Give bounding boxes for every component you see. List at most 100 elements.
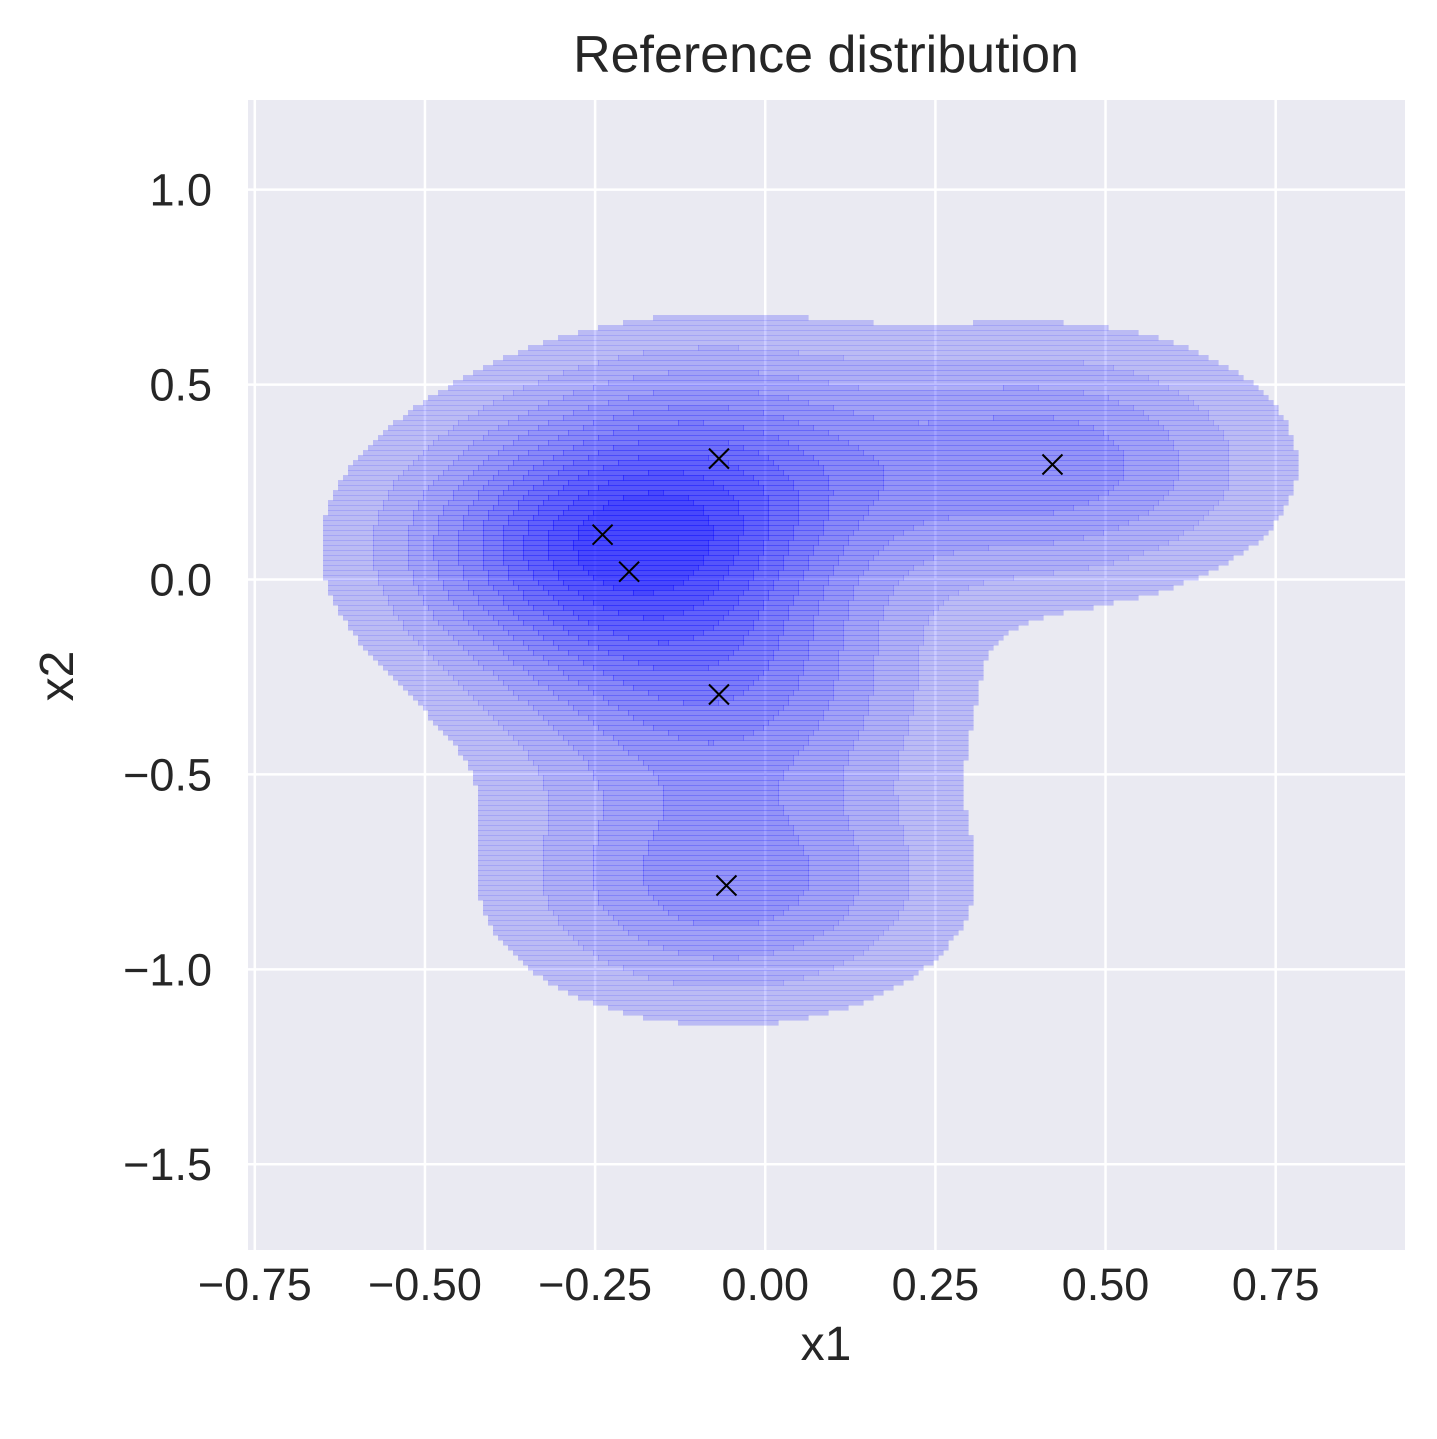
- density-cell: [498, 675, 534, 681]
- density-cell: [488, 515, 509, 521]
- density-cell: [478, 835, 544, 841]
- density-cell: [378, 660, 439, 666]
- density-cell: [548, 905, 604, 911]
- density-cell: [588, 570, 694, 576]
- density-cell: [473, 440, 514, 446]
- density-cell: [953, 550, 1144, 556]
- density-cell: [903, 740, 969, 746]
- density-cell: [488, 455, 519, 461]
- density-cell: [843, 625, 879, 631]
- density-cell: [388, 600, 424, 606]
- density-cell: [338, 605, 394, 611]
- density-cell: [793, 825, 849, 831]
- density-cell: [1123, 460, 1179, 466]
- density-cell: [858, 445, 1119, 451]
- density-cell: [378, 435, 439, 441]
- x-tick-label: 0.50: [1062, 1259, 1150, 1310]
- density-cell: [538, 380, 609, 386]
- density-cell: [848, 750, 899, 756]
- density-cell: [813, 455, 874, 461]
- density-cell: [453, 460, 484, 466]
- density-cell: [558, 695, 604, 701]
- density-cell: [483, 525, 504, 531]
- density-cell: [328, 505, 384, 511]
- density-cell: [478, 815, 549, 821]
- density-cell: [1108, 395, 1189, 401]
- density-cell: [658, 820, 789, 826]
- density-cell: [468, 505, 494, 511]
- density-cell: [493, 400, 549, 406]
- density-cell: [798, 585, 824, 591]
- density-cell: [403, 620, 439, 626]
- density-cell: [563, 485, 599, 491]
- density-cell: [843, 620, 879, 626]
- density-cell: [738, 600, 764, 606]
- density-cell: [518, 455, 554, 461]
- density-cell: [448, 385, 524, 391]
- density-cell: [1168, 430, 1224, 436]
- density-cell: [413, 580, 444, 586]
- density-cell: [448, 630, 479, 636]
- density-cell: [628, 395, 789, 401]
- density-cell: [548, 545, 574, 551]
- density-cell: [853, 835, 904, 841]
- density-cell: [878, 490, 1109, 496]
- density-cell: [523, 960, 609, 966]
- density-cell: [373, 530, 409, 536]
- density-cell: [543, 835, 599, 841]
- density-cell: [908, 880, 974, 886]
- density-cell: [553, 725, 599, 731]
- density-cell: [798, 420, 919, 426]
- density-cell: [808, 885, 859, 891]
- density-cell: [438, 515, 464, 521]
- density-cell: [903, 905, 969, 911]
- density-cell: [358, 640, 419, 646]
- density-cell: [798, 490, 834, 496]
- density-cell: [693, 570, 729, 576]
- density-cell: [1228, 440, 1294, 446]
- density-cell: [393, 605, 429, 611]
- density-cell: [398, 680, 459, 686]
- density-cell: [828, 705, 869, 711]
- density-cell: [578, 995, 874, 1001]
- density-cell: [778, 645, 809, 651]
- density-cell: [483, 605, 509, 611]
- density-cell: [898, 910, 969, 916]
- density-cell: [763, 540, 789, 546]
- density-cell: [478, 410, 529, 416]
- density-cell: [1178, 455, 1229, 461]
- density-cell: [843, 765, 899, 771]
- density-cell: [598, 450, 759, 456]
- density-cell: [848, 610, 884, 616]
- density-cell: [493, 615, 519, 621]
- density-cell: [418, 640, 459, 646]
- density-cell: [833, 565, 869, 571]
- density-cell: [868, 700, 914, 706]
- density-cell: [408, 540, 434, 546]
- density-cell: [738, 955, 854, 961]
- density-cell: [1053, 570, 1209, 576]
- density-cell: [1133, 405, 1199, 411]
- density-cell: [553, 910, 609, 916]
- density-cell: [413, 520, 439, 526]
- x-tick-label: −0.25: [538, 1259, 652, 1310]
- density-cell: [838, 920, 894, 926]
- density-cell: [893, 790, 964, 796]
- density-cell: [663, 805, 784, 811]
- density-cell: [853, 740, 904, 746]
- density-cell: [703, 555, 734, 561]
- density-cell: [678, 950, 774, 956]
- density-cell: [478, 595, 504, 601]
- density-cell: [738, 540, 764, 546]
- density-cell: [898, 915, 969, 921]
- density-cell: [453, 490, 479, 496]
- density-cell: [683, 580, 719, 586]
- density-cell: [803, 975, 914, 981]
- density-cell: [903, 745, 969, 751]
- density-cell: [593, 770, 654, 776]
- density-cell: [783, 770, 844, 776]
- density-cell: [558, 435, 599, 441]
- density-cell: [843, 635, 879, 641]
- density-cell: [443, 505, 469, 511]
- density-cell: [543, 610, 574, 616]
